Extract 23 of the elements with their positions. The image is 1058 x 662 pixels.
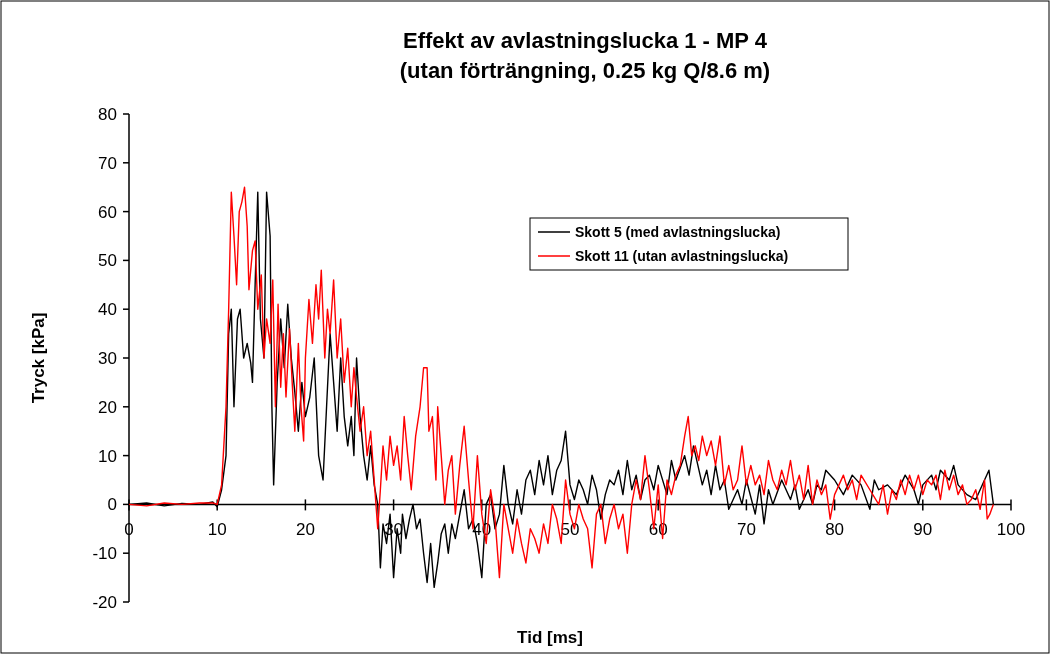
y-tick-label: 30 [98,348,117,368]
x-tick-label: 20 [295,520,315,540]
chart-title: Effekt av avlastningslucka 1 - MP 4 [403,28,768,53]
y-tick-label: 0 [107,495,117,515]
x-tick-label: 100 [996,520,1026,540]
y-tick-label: 70 [98,153,117,173]
y-axis-title: Tryck [kPa] [29,312,48,404]
x-tick-label: 70 [736,520,756,540]
x-axis-title: Tid [ms] [517,628,583,647]
x-tick-label: 10 [207,520,227,540]
y-tick-label: 10 [98,446,117,466]
x-tick-label: 80 [825,520,845,540]
y-tick-label: -10 [92,544,117,564]
x-tick-label: 90 [913,520,933,540]
chart-subtitle: (utan förträngning, 0.25 kg Q/8.6 m) [399,58,771,83]
legend-label: Skott 11 (utan avlastningslucka) [575,247,789,264]
legend-label: Skott 5 (med avlastningslucka) [575,223,781,240]
y-tick-label: 50 [98,251,117,271]
y-tick-label: 20 [98,397,117,417]
y-tick-label: 60 [98,202,117,222]
y-tick-label: 40 [98,300,117,320]
y-tick-label: 80 [98,104,117,124]
y-tick-label: -20 [92,592,117,612]
